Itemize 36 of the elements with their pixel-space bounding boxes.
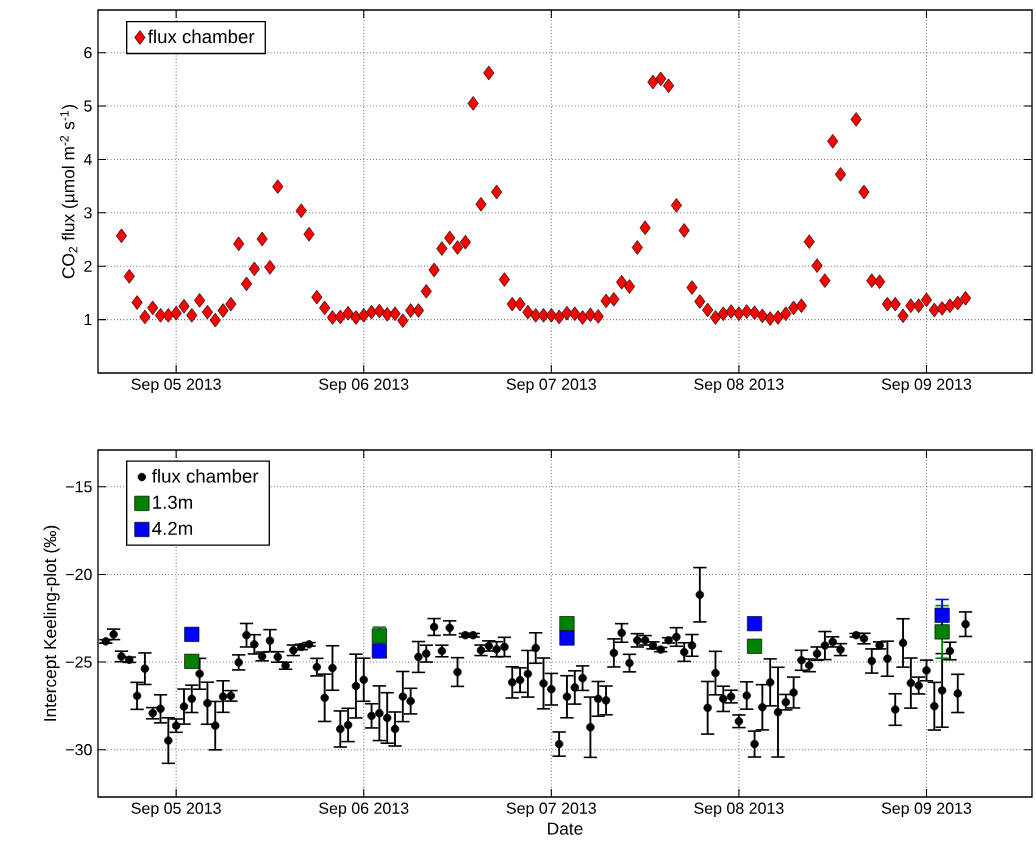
- point: [934, 607, 950, 623]
- legend-label: flux chamber: [148, 29, 255, 44]
- point: [559, 616, 575, 632]
- point: [184, 626, 200, 642]
- y-tick-label: 2: [84, 260, 92, 272]
- y-tick-label: 6: [84, 47, 92, 59]
- x-tick-label: Sep 09 2013: [881, 802, 972, 818]
- y-tick-label: 3: [84, 207, 92, 219]
- x-tick-label: Sep 05 2013: [131, 802, 221, 818]
- x-axis-title: Date: [548, 822, 583, 835]
- y-axis-title: Intercept Keeling-plot (‰): [43, 525, 60, 721]
- legend-label: 1.3m: [153, 495, 193, 509]
- y-tick-label: −15: [66, 481, 92, 493]
- x-tick-label: Sep 07 2013: [506, 802, 596, 818]
- y-tick-label: 5: [84, 100, 92, 112]
- y-axis-title: CO$_{2}$ flux (µmol m$^{-2}$ s$^{-1}$): [60, 104, 78, 279]
- point: [559, 630, 575, 646]
- y-tick-label: −25: [66, 656, 92, 668]
- x-tick-label: Sep 07 2013: [506, 378, 596, 394]
- x-tick-label: Sep 09 2013: [881, 378, 972, 394]
- point: [747, 638, 763, 654]
- y-tick-label: 1: [84, 314, 92, 326]
- point: [371, 643, 387, 659]
- point: [934, 624, 950, 640]
- x-tick-label: Sep 08 2013: [694, 802, 784, 818]
- x-tick-label: Sep 06 2013: [319, 378, 409, 394]
- legend-label: flux chamber: [152, 469, 259, 483]
- y-tick-label: −20: [66, 568, 92, 581]
- x-tick-label: Sep 08 2013: [694, 378, 784, 394]
- point: [184, 653, 200, 669]
- x-tick-label: Sep 06 2013: [319, 802, 409, 818]
- legend-label: 4.2m: [152, 521, 193, 535]
- y-tick-label: −30: [66, 744, 92, 756]
- x-tick-label: Sep 05 2013: [131, 378, 221, 394]
- y-tick-label: 4: [83, 153, 92, 165]
- point: [747, 616, 763, 632]
